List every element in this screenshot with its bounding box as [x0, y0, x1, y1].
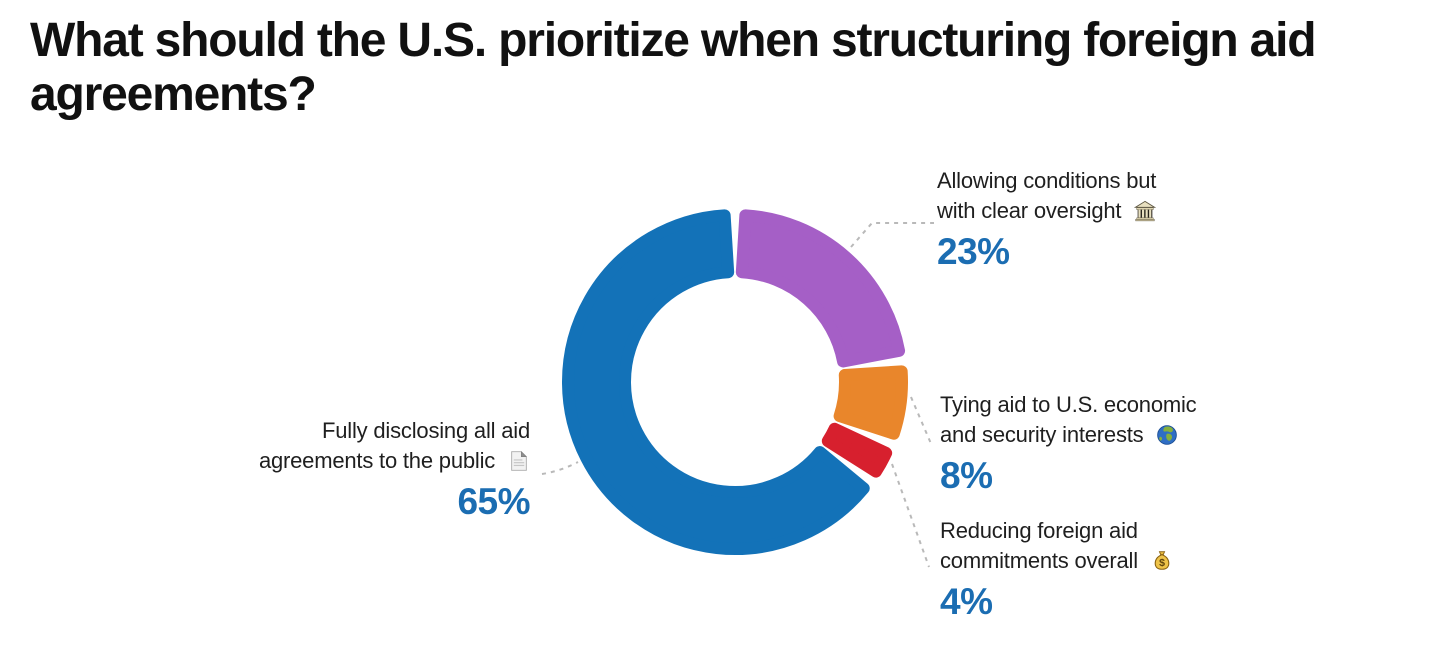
callout-fully-disclosing: Fully disclosing all aid agreements to t… [178, 416, 531, 522]
leader-line-fully-disclosing [541, 461, 579, 475]
leader-line-tying-aid [910, 396, 933, 447]
donut-segment-fully-disclosing-all[interactable] [562, 209, 870, 555]
segment-value: 65% [457, 481, 530, 522]
segment-label: Allowing conditions but with clear overs… [937, 168, 1157, 223]
leader-line-allowing-conditions [850, 222, 934, 248]
svg-text:$: $ [1159, 557, 1165, 569]
callout-reducing-commitments: Reducing foreign aid commitments overall… [940, 516, 1173, 622]
leader-line-reducing-commitments [891, 463, 930, 568]
segment-value: 4% [940, 581, 993, 622]
segment-label: Reducing foreign aid commitments overall… [940, 516, 1173, 576]
callout-allowing-conditions: Allowing conditions but with clear overs… [937, 166, 1156, 272]
page-title-line-2: agreements? [30, 68, 317, 121]
donut-segment-reducing-foreign-aid[interactable] [821, 422, 893, 478]
classical-building-icon [1134, 200, 1157, 222]
callout-tying-aid: Tying aid to U.S. economic and security … [940, 390, 1197, 496]
segment-label: Fully disclosing all aid agreements to t… [258, 418, 530, 473]
donut-segment-tying-aid-to[interactable] [833, 365, 908, 440]
segment-value: 23% [937, 231, 1010, 272]
page-title: What should the U.S. prioritize when str… [30, 14, 1440, 122]
donut-segment-allowing-conditions-but[interactable] [735, 209, 906, 368]
segment-value: 8% [940, 455, 993, 496]
donut-segments-group [562, 209, 908, 555]
page-title-line-1: What should the U.S. prioritize when str… [30, 14, 1317, 67]
money-bag-icon: $ [1154, 551, 1170, 570]
document-icon [511, 450, 527, 471]
segment-label: Tying aid to U.S. economic and security … [940, 392, 1197, 447]
globe-icon [1157, 425, 1178, 445]
